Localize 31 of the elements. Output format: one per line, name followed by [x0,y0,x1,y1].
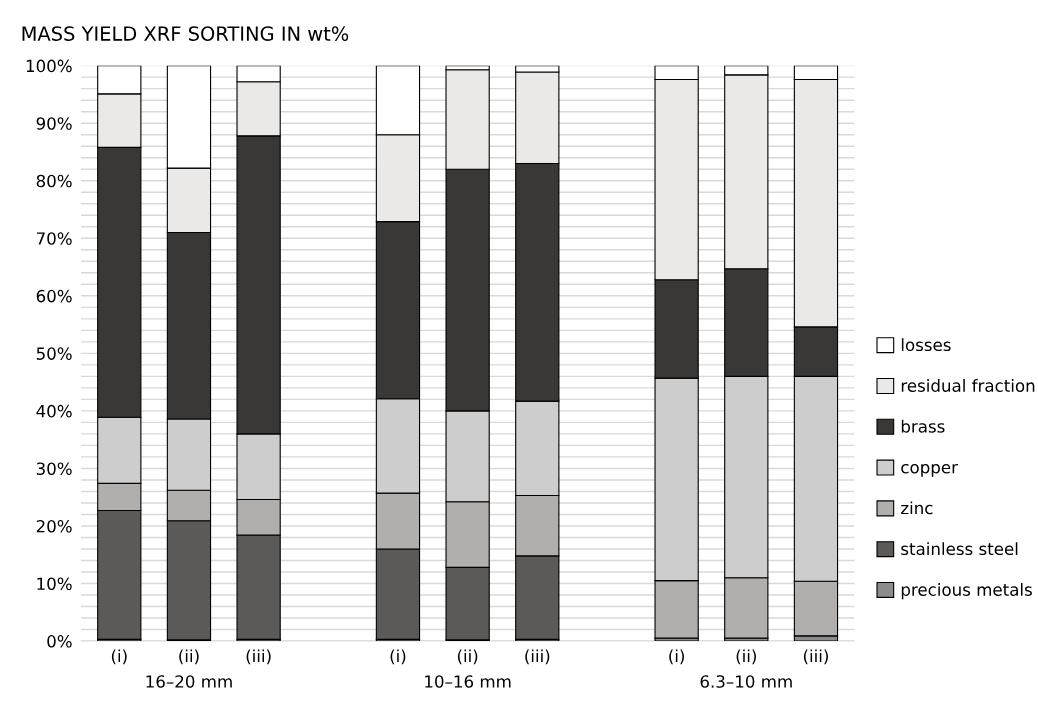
x-tick-label: (ii) [457,649,478,665]
legend-label: stainless steel [901,542,1018,556]
x-tick-label: (i) [111,649,127,665]
chart-title: MASS YIELD XRF SORTING IN wt% [22,26,349,41]
y-tick-label: 30% [36,462,72,475]
y-tick-label: 50% [36,347,72,360]
text: 6.3–10 mm [700,675,792,688]
x-tick-label: (iii) [803,649,828,665]
y-tick-label: 10% [37,577,72,591]
y-tick-label: 60% [36,289,72,303]
y-tick-label: 90% [36,117,72,130]
x-tick-label: (iii) [246,649,271,665]
legend-label: residual fraction [901,379,1035,392]
x-tick-label: (i) [669,649,685,665]
legend-label: brass [901,419,945,433]
legend-label: zinc [901,501,933,515]
legend-label: losses [901,338,951,352]
x-tick-label: (i) [390,649,406,665]
x-tick-label: (iii) [525,649,550,665]
y-tick-label: 20% [36,519,72,533]
legend-label: copper [901,463,958,477]
y-tick-label: 80% [36,174,72,188]
y-tick-label: 40% [36,404,72,418]
y-tick-label: 0% [47,635,72,648]
x-tick-label: (ii) [736,649,756,665]
y-tick-label: 100% [26,59,72,73]
text: 10–16 mm [425,675,511,688]
x-tick-label: (ii) [179,649,199,665]
text: 16–20 mm [146,675,232,688]
y-tick-label: 70% [36,232,72,245]
legend-label: precious metals [901,583,1032,600]
